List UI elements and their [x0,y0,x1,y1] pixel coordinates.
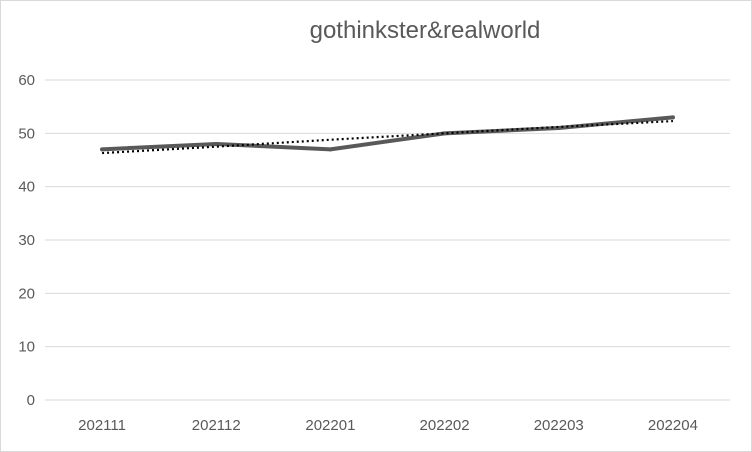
y-tick-label: 0 [27,392,35,409]
x-tick-label: 202202 [420,417,470,434]
y-tick-label: 40 [18,179,35,196]
series-layer [100,115,675,155]
x-tick-label: 202201 [305,417,355,434]
data-point [214,142,219,146]
x-tick-label: 202204 [648,417,698,434]
data-point [100,147,105,152]
y-tick-label: 60 [18,72,35,89]
y-tick-label: 10 [18,339,35,356]
grid-lines [45,79,730,401]
chart-title: gothinkster&realworld [309,17,541,44]
x-tick-labels: 202111 202112 202201 202202 202203 202204 [78,417,698,434]
x-tick-label: 202112 [192,417,241,434]
y-tick-label: 50 [18,125,35,142]
x-tick-label: 202111 [78,417,126,434]
y-tick-label: 30 [18,232,35,249]
y-tick-labels: 0 10 20 30 40 50 60 [18,72,35,409]
data-point [442,131,447,136]
x-tick-label: 202203 [534,417,584,434]
data-point [328,147,333,152]
data-point [670,115,675,120]
y-tick-label: 20 [18,285,35,302]
trendline [102,119,673,155]
